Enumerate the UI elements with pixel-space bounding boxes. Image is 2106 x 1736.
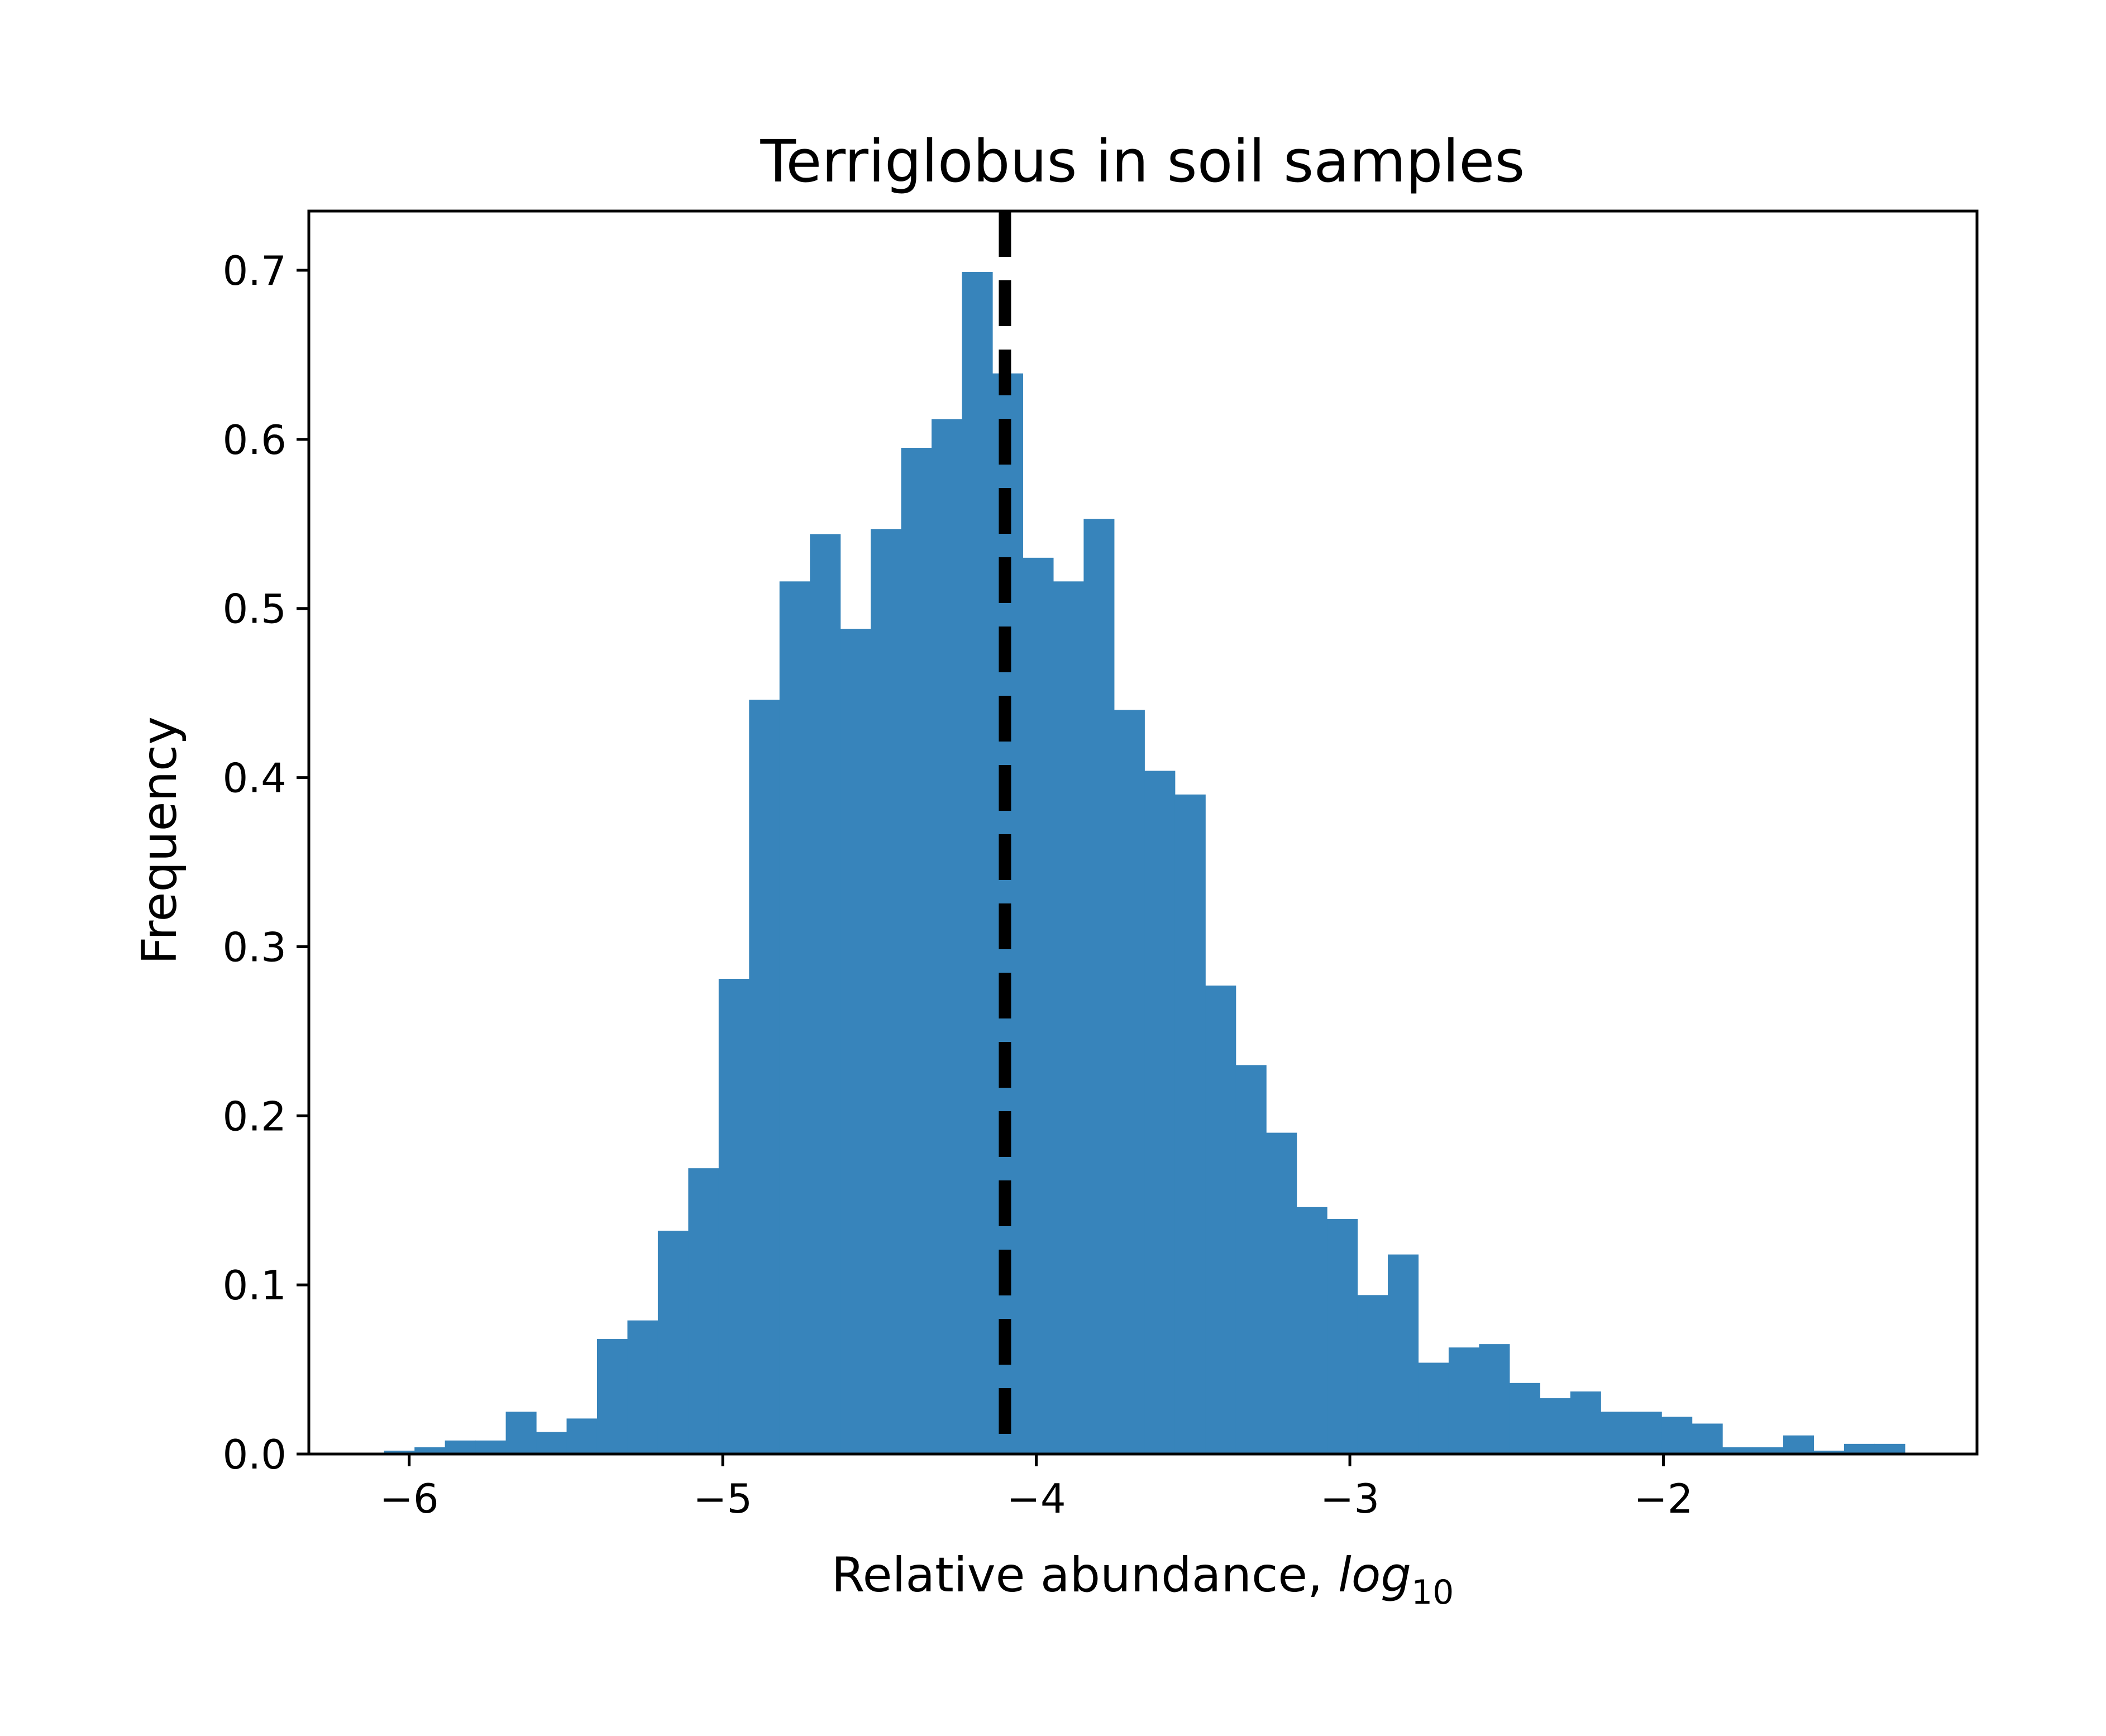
chart-title: Terriglobus in soil samples xyxy=(760,127,1525,195)
histogram-bar xyxy=(1601,1412,1632,1454)
histogram-bar xyxy=(1144,771,1176,1454)
histogram-bar xyxy=(1783,1435,1814,1454)
y-tick-label: 0.5 xyxy=(222,586,286,633)
histogram-bar xyxy=(932,419,963,1454)
histogram-bar xyxy=(688,1168,719,1454)
histogram-bar xyxy=(505,1412,537,1454)
histogram-bar xyxy=(779,581,810,1454)
histogram-bar xyxy=(1053,581,1084,1454)
y-axis-label: Frequency xyxy=(132,716,188,964)
histogram-bar xyxy=(1692,1423,1723,1454)
histogram-bar xyxy=(1844,1443,1875,1454)
histogram-bar xyxy=(810,534,841,1454)
histogram-bar xyxy=(414,1447,446,1454)
histogram-bar xyxy=(840,629,871,1454)
histogram-bar xyxy=(1570,1391,1601,1454)
y-tick-label: 0.7 xyxy=(222,247,286,294)
histogram-bar xyxy=(718,978,749,1454)
histogram-bar xyxy=(1357,1295,1388,1454)
x-tick-label: −3 xyxy=(1320,1475,1379,1522)
x-axis-ticks: −6 −5 −4 −3 −2 xyxy=(380,1454,1693,1522)
histogram-bar xyxy=(1418,1362,1449,1454)
y-tick-label: 0.0 xyxy=(222,1431,286,1478)
histogram-bar xyxy=(1235,1065,1267,1454)
histogram-bar xyxy=(1083,519,1115,1455)
x-axis-label-log: log xyxy=(1338,1547,1411,1603)
y-tick-label: 0.3 xyxy=(222,924,286,970)
histogram-bar xyxy=(1205,986,1236,1454)
y-tick-label: 0.6 xyxy=(222,417,286,463)
histogram-bar xyxy=(1174,794,1206,1454)
histogram-bar xyxy=(1266,1132,1297,1454)
histogram-bar xyxy=(627,1320,658,1454)
histogram-bar xyxy=(1296,1207,1327,1454)
histogram-bar xyxy=(657,1231,689,1454)
histogram-bar xyxy=(1388,1254,1419,1454)
histogram-bar xyxy=(1813,1450,1845,1454)
histogram-bar xyxy=(1509,1383,1540,1454)
x-tick-label: −4 xyxy=(1007,1475,1066,1522)
plot-frame xyxy=(307,209,1979,1456)
x-tick-label: −6 xyxy=(380,1475,439,1522)
x-tick-label: −2 xyxy=(1634,1475,1693,1522)
y-tick-label: 0.2 xyxy=(222,1093,286,1140)
x-axis-label: Relative abundance, log10 xyxy=(832,1547,1454,1612)
histogram-bar xyxy=(566,1418,598,1454)
histogram-bar xyxy=(1448,1347,1479,1454)
histogram-bar xyxy=(749,700,780,1454)
histogram-bar xyxy=(384,1450,415,1454)
histogram-bar xyxy=(1540,1398,1571,1454)
y-tick-label: 0.1 xyxy=(222,1262,286,1309)
histogram-bar xyxy=(445,1440,476,1454)
histogram-bar xyxy=(1661,1417,1693,1454)
histogram-bar xyxy=(475,1440,507,1454)
histogram-bar xyxy=(1114,710,1145,1454)
histogram-bars xyxy=(384,272,1906,1455)
x-axis-label-text: Relative abundance, xyxy=(832,1547,1338,1603)
histogram-bar xyxy=(596,1339,628,1454)
histogram-bar xyxy=(871,529,902,1455)
histogram-bar xyxy=(901,448,932,1454)
histogram-bar xyxy=(1327,1219,1358,1454)
x-axis-label-subscript: 10 xyxy=(1411,1573,1454,1612)
x-tick-label: −5 xyxy=(693,1475,752,1522)
histogram-bar xyxy=(1722,1447,1754,1454)
y-tick-label: 0.4 xyxy=(222,755,286,802)
histogram-bar xyxy=(1023,557,1054,1454)
histogram-bar xyxy=(1874,1443,1906,1454)
histogram-bar xyxy=(1479,1344,1510,1454)
histogram-bar xyxy=(1752,1447,1784,1454)
histogram-bar xyxy=(1631,1412,1662,1454)
histogram-bar xyxy=(962,272,993,1454)
y-axis-ticks: 0.0 0.1 0.2 0.3 0.4 0.5 0.6 0.7 xyxy=(222,247,309,1478)
histogram-bar xyxy=(536,1432,567,1454)
